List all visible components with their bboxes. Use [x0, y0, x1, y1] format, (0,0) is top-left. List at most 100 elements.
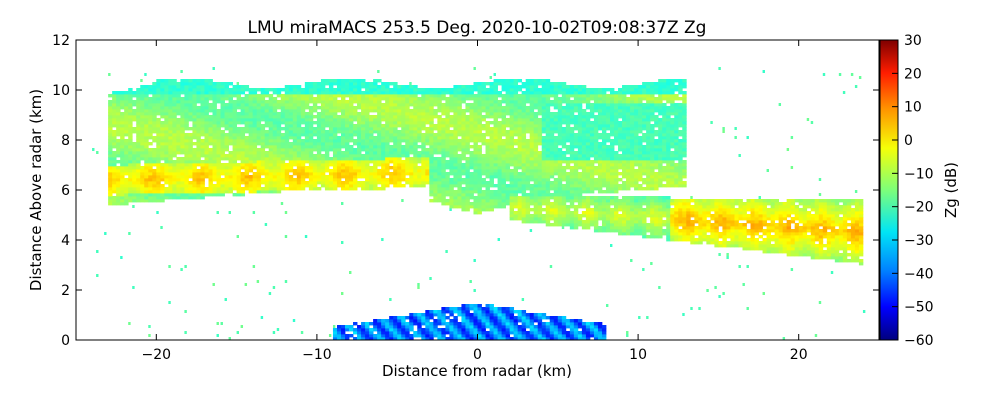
reflectivity-cell — [184, 97, 189, 101]
reflectivity-cell — [160, 127, 165, 131]
reflectivity-cell — [180, 109, 185, 113]
reflectivity-cell — [132, 187, 137, 191]
reflectivity-cell — [449, 202, 454, 206]
reflectivity-cell — [401, 148, 406, 152]
reflectivity-cell — [244, 85, 250, 89]
reflectivity-cell — [485, 325, 490, 329]
reflectivity-cell — [525, 106, 531, 110]
reflectivity-cell — [573, 331, 579, 335]
reflectivity-cell — [208, 160, 213, 164]
reflectivity-cell — [124, 97, 129, 101]
reflectivity-cell — [505, 124, 511, 128]
reflectivity-cell — [425, 178, 430, 182]
reflectivity-cell — [429, 325, 434, 329]
reflectivity-cell — [184, 79, 189, 83]
reflectivity-cell — [397, 109, 402, 113]
reflectivity-cell — [541, 148, 547, 152]
reflectivity-cell — [349, 133, 354, 137]
reflectivity-cell — [208, 175, 213, 179]
reflectivity-cell — [545, 148, 551, 152]
reflectivity-cell — [393, 331, 398, 335]
reflectivity-cell — [120, 172, 125, 176]
reflectivity-cell — [192, 151, 197, 155]
reflectivity-cell — [413, 178, 418, 182]
reflectivity-cell — [381, 169, 386, 173]
reflectivity-cell — [489, 130, 494, 134]
reflectivity-cell — [525, 202, 531, 206]
reflectivity-cell — [397, 154, 402, 158]
reflectivity-cell — [312, 109, 318, 113]
reflectivity-cell — [228, 154, 233, 158]
reflectivity-cell — [140, 121, 145, 125]
reflectivity-cell — [489, 148, 494, 152]
reflectivity-cell — [517, 154, 523, 158]
reflectivity-cell — [264, 154, 270, 158]
reflectivity-cell — [505, 157, 511, 161]
reflectivity-cell — [244, 139, 250, 143]
reflectivity-cell — [240, 181, 246, 185]
reflectivity-cell — [413, 133, 418, 137]
reflectivity-cell — [521, 181, 527, 185]
reflectivity-cell — [465, 103, 470, 107]
reflectivity-cell — [481, 307, 486, 311]
reflectivity-cell — [505, 97, 511, 101]
reflectivity-cell — [216, 82, 221, 86]
reflectivity-cell — [300, 163, 306, 167]
reflectivity-cell — [469, 118, 474, 122]
reflectivity-cell — [485, 145, 490, 149]
reflectivity-cell — [537, 322, 543, 326]
reflectivity-cell — [304, 97, 310, 101]
reflectivity-cell — [276, 163, 282, 167]
echo-speckle — [549, 265, 553, 268]
reflectivity-cell — [108, 106, 113, 110]
reflectivity-cell — [577, 115, 583, 119]
reflectivity-cell — [557, 163, 563, 167]
reflectivity-cell — [340, 91, 346, 95]
reflectivity-cell — [425, 310, 430, 314]
reflectivity-cell — [212, 124, 217, 128]
reflectivity-cell — [312, 100, 318, 104]
reflectivity-cell — [136, 196, 141, 200]
reflectivity-cell — [401, 121, 406, 125]
reflectivity-cell — [268, 166, 274, 170]
reflectivity-cell — [541, 115, 547, 119]
reflectivity-cell — [345, 112, 350, 116]
reflectivity-cell — [409, 103, 414, 107]
reflectivity-cell — [561, 169, 567, 173]
echo-speckle — [268, 292, 272, 295]
reflectivity-cell — [553, 142, 559, 146]
reflectivity-cell — [284, 85, 290, 89]
reflectivity-cell — [425, 166, 430, 170]
reflectivity-cell — [497, 322, 502, 326]
reflectivity-cell — [244, 145, 250, 149]
reflectivity-cell — [553, 139, 559, 143]
reflectivity-cell — [381, 145, 386, 149]
reflectivity-cell — [280, 106, 286, 110]
reflectivity-cell — [164, 169, 169, 173]
reflectivity-cell — [232, 109, 237, 113]
reflectivity-cell — [393, 322, 398, 326]
reflectivity-cell — [188, 82, 193, 86]
reflectivity-cell — [553, 223, 559, 227]
reflectivity-cell — [224, 181, 229, 185]
reflectivity-cell — [164, 160, 169, 164]
reflectivity-cell — [573, 100, 579, 104]
reflectivity-cell — [300, 187, 306, 191]
reflectivity-cell — [497, 121, 502, 125]
reflectivity-cell — [172, 169, 177, 173]
reflectivity-cell — [473, 100, 478, 104]
reflectivity-cell — [320, 184, 326, 188]
reflectivity-cell — [236, 127, 242, 131]
reflectivity-cell — [300, 112, 306, 116]
reflectivity-cell — [453, 169, 458, 173]
reflectivity-cell — [577, 136, 583, 140]
reflectivity-cell — [332, 88, 338, 92]
reflectivity-cell — [521, 118, 527, 122]
reflectivity-cell — [112, 124, 117, 128]
reflectivity-cell — [513, 97, 519, 101]
reflectivity-cell — [465, 142, 470, 146]
reflectivity-cell — [336, 145, 342, 149]
reflectivity-cell — [401, 178, 406, 182]
reflectivity-cell — [585, 331, 591, 335]
reflectivity-cell — [232, 154, 237, 158]
